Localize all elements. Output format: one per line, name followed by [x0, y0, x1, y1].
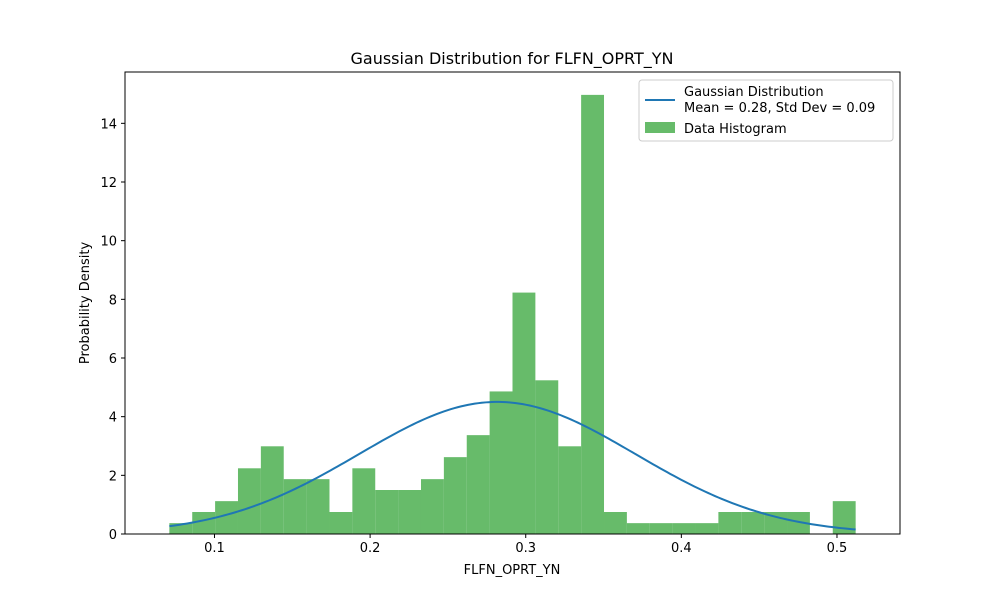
- y-tick-label: 4: [109, 411, 117, 426]
- histogram-bar: [787, 512, 810, 534]
- gaussian-curve: [169, 400, 856, 531]
- y-tick-label: 14: [100, 117, 117, 132]
- legend: Gaussian Distribution Mean = 0.28, Std D…: [638, 79, 894, 142]
- histogram-bar: [329, 512, 353, 534]
- plot-area-frame: [124, 71, 901, 535]
- x-tick-label: 0.2: [360, 541, 381, 556]
- histogram-bar: [352, 468, 376, 534]
- legend-curve-label: Gaussian Distribution: [684, 85, 824, 100]
- histogram-bar: [398, 490, 421, 534]
- y-tick-label: 0: [109, 528, 117, 543]
- histogram-bars: [169, 94, 856, 534]
- histogram-bar: [695, 523, 719, 534]
- y-tick-label: 6: [109, 352, 117, 367]
- histogram-bar: [626, 523, 650, 534]
- histogram-bar: [832, 501, 856, 534]
- x-tick-label: 0.5: [827, 541, 848, 556]
- legend-histogram-label: Data Histogram: [684, 122, 787, 137]
- histogram-bar: [512, 292, 536, 534]
- x-tick-label: 0.1: [204, 541, 225, 556]
- histogram-bar: [535, 380, 559, 534]
- histogram-bar: [260, 446, 284, 534]
- histogram-bar: [581, 94, 605, 534]
- histogram-bar: [306, 479, 330, 534]
- histogram-bar: [466, 435, 490, 534]
- histogram-bar: [215, 501, 238, 534]
- histogram-bar: [558, 446, 582, 534]
- histogram-bar: [489, 391, 513, 534]
- histogram-bar: [741, 512, 765, 534]
- x-tick-label: 0.3: [515, 541, 536, 556]
- chart-title: Gaussian Distribution for FLFN_OPRT_YN: [350, 49, 673, 69]
- x-tick-label: 0.4: [671, 541, 692, 556]
- histogram-bar: [420, 479, 444, 534]
- legend-histogram-swatch: [645, 122, 675, 133]
- y-tick-label: 8: [109, 293, 117, 308]
- y-tick-label: 12: [100, 176, 117, 191]
- histogram-bar: [604, 512, 627, 534]
- histogram-bar: [375, 490, 399, 534]
- histogram-bar: [283, 479, 307, 534]
- histogram-bar: [672, 523, 696, 534]
- x-axis-ticks: 0.1 0.2 0.3 0.4 0.5: [204, 534, 847, 556]
- histogram-bar: [192, 512, 216, 534]
- histogram-bar: [649, 523, 673, 534]
- y-axis-label: Probability Density: [78, 242, 93, 365]
- histogram-bar: [169, 523, 193, 534]
- legend-curve-stats: Mean = 0.28, Std Dev = 0.09: [684, 101, 875, 116]
- histogram-bar: [718, 512, 742, 534]
- x-axis-label: FLFN_OPRT_YN: [464, 563, 561, 578]
- histogram-bar: [443, 457, 467, 534]
- histogram-bar: [237, 468, 261, 534]
- y-tick-label: 10: [100, 235, 117, 250]
- legend-box: [638, 79, 894, 142]
- y-tick-label: 2: [109, 469, 117, 484]
- y-axis-ticks: 0 2 4 6 8 10 12 14: [100, 117, 125, 543]
